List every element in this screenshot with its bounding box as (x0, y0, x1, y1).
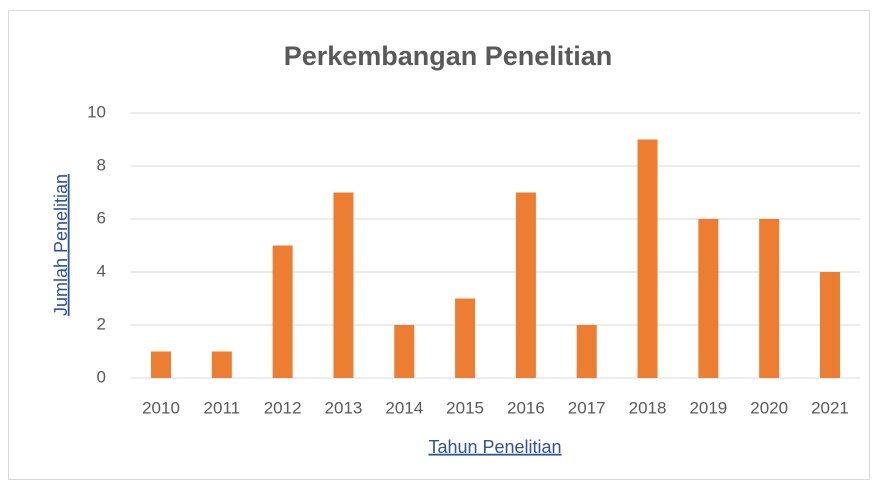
y-tick-label: 0 (97, 367, 106, 386)
chart-border (8, 10, 870, 480)
chart-title: Perkembangan Penelitian (284, 41, 613, 71)
x-tick-label: 2016 (507, 398, 545, 417)
bar (211, 351, 232, 378)
bar (333, 192, 354, 378)
bar (576, 325, 597, 378)
bar (455, 298, 476, 378)
y-axis-title: Jumlah Penelitian (51, 174, 71, 316)
x-tick-label: 2015 (446, 398, 484, 417)
x-tick-label: 2013 (325, 398, 363, 417)
x-tick-label: 2011 (204, 398, 241, 417)
x-tick-label: 2019 (689, 398, 727, 417)
x-tick-label: 2010 (142, 398, 180, 417)
bar (637, 139, 658, 378)
y-tick-label: 6 (97, 208, 106, 227)
y-tick-label: 8 (97, 155, 106, 174)
y-tick-label: 2 (97, 314, 106, 333)
x-tick-label: 2021 (811, 398, 849, 417)
y-tick-label: 4 (97, 261, 106, 280)
bar (515, 192, 536, 378)
x-tick-label: 2017 (568, 398, 606, 417)
bar (819, 272, 840, 378)
y-tick-label: 10 (87, 102, 106, 121)
x-tick-label: 2020 (750, 398, 788, 417)
bar (394, 325, 415, 378)
x-axis-title: Tahun Penelitian (428, 437, 561, 457)
bar (272, 245, 293, 378)
bar (151, 351, 172, 378)
bar (698, 219, 719, 378)
bar (759, 219, 780, 378)
x-tick-label: 2014 (385, 398, 423, 417)
x-tick-label: 2018 (629, 398, 667, 417)
x-tick-label: 2012 (264, 398, 302, 417)
